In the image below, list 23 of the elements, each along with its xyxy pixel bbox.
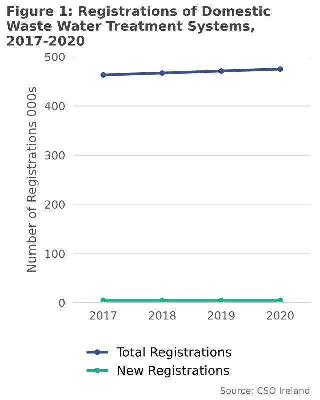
point (160, 298, 166, 303)
x-tick-label: 2017 (90, 312, 117, 320)
source-note: Source: CSO Ireland (220, 387, 310, 394)
y-tick-label: 500 (45, 52, 65, 62)
legend-label: New Registrations (118, 366, 230, 378)
legend-label: Total Registrations (116, 347, 232, 360)
y-tick-label: 300 (45, 151, 65, 160)
y-tick-label: 0 (59, 298, 65, 308)
x-tick-label: 2018 (149, 312, 176, 320)
y-tick-label: 400 (45, 102, 65, 111)
point (278, 66, 284, 72)
point (100, 72, 106, 78)
x-tick-label: 2020 (267, 312, 294, 320)
y-axis-title: Number of Registrations 000s (26, 87, 39, 272)
point (218, 298, 224, 303)
point (278, 298, 284, 303)
y-tick-label: 200 (45, 200, 65, 209)
point (218, 68, 224, 74)
y-tick-label: 100 (46, 250, 65, 258)
x-tick-label: 2019 (208, 312, 235, 320)
point (160, 70, 166, 76)
point (100, 298, 106, 303)
chart-title: Figure 1: Registrations of Domestic Waste Water Treatment Systems, 2017-2020 (6, 6, 270, 46)
